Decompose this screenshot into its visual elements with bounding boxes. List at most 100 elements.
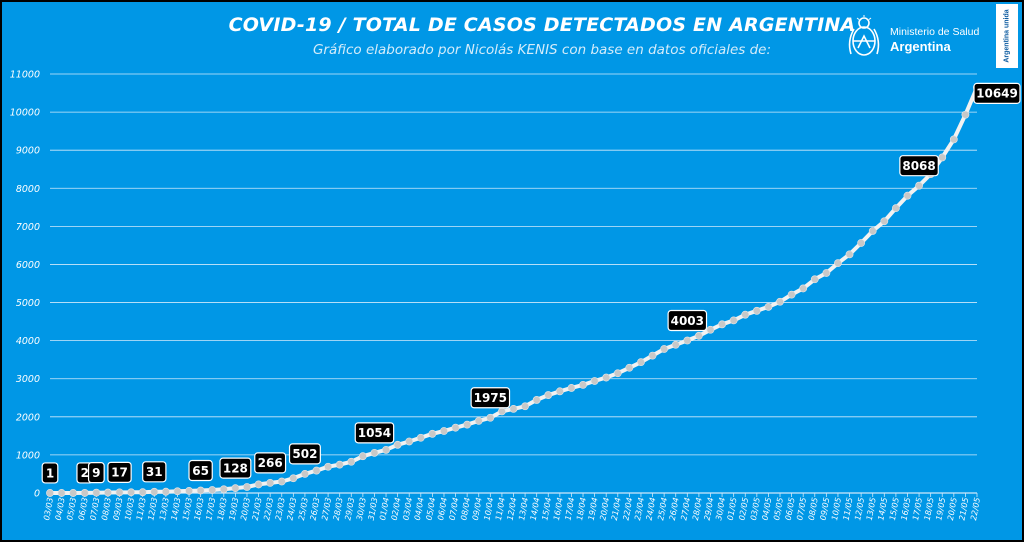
y-tick-label: 10000 (10, 108, 40, 119)
data-label-box (142, 461, 167, 483)
data-point (57, 489, 66, 497)
data-label-text: 65 (192, 464, 209, 478)
x-tick-label: 12/05 (853, 497, 866, 521)
x-tick-label: 24/04 (645, 497, 658, 521)
x-tick-label: 30/03 (355, 497, 368, 521)
data-label-box (107, 461, 132, 483)
data-label: 502 (288, 443, 321, 465)
data-point (590, 377, 599, 385)
data-points (46, 83, 981, 497)
data-point (370, 448, 379, 457)
data-point (486, 413, 495, 422)
data-label: 4003 (667, 309, 708, 332)
x-tick-label: 01/04 (378, 497, 391, 521)
data-label: 128 (219, 457, 252, 479)
x-tick-label: 17/04 (564, 497, 577, 521)
x-tick-label: 07/04 (448, 497, 461, 521)
x-tick-label: 13/03 (158, 497, 171, 521)
x-tick-label: 04/03 (54, 497, 67, 521)
x-tick-label: 21/03 (251, 497, 264, 521)
x-tick-label: 08/04 (459, 497, 472, 521)
data-point (243, 483, 251, 491)
data-point (822, 269, 831, 277)
data-point (219, 485, 228, 494)
x-tick-label: 02/04 (390, 497, 403, 521)
x-tick-label: 10/05 (830, 497, 843, 521)
x-tick-label: 15/05 (888, 497, 901, 521)
x-tick-label: 15/04 (540, 497, 553, 521)
data-labels: 1 2 9 17 31 65 128 266 502 1054 1975 4003 8068 10649 (41, 82, 1021, 484)
x-tick-label: 14/03 (170, 497, 183, 521)
data-label-text: 1975 (474, 391, 507, 405)
data-point (104, 488, 112, 497)
x-tick-label: 18/05 (923, 497, 936, 521)
data-point (961, 110, 970, 119)
chart-title: COVID-19 / TOTAL DE CASOS DETECTADOS EN … (228, 14, 856, 36)
y-axis-ticks: 0 1000 2000 3000 4000 5000 6000 7000 8000 9000 100… (10, 70, 40, 500)
data-point (312, 466, 321, 475)
data-label-box (87, 462, 105, 484)
x-tick-label: 23/04 (633, 497, 646, 521)
data-label: 1054 (354, 422, 395, 444)
data-label-text: 4003 (671, 314, 704, 328)
x-tick-label: 04/05 (761, 497, 774, 521)
x-tick-label: 06/05 (784, 497, 797, 521)
data-point (498, 407, 506, 416)
data-label-box (219, 457, 252, 479)
data-point (92, 488, 101, 497)
data-label: 17 (107, 461, 132, 483)
x-tick-label: 09/03 (112, 497, 125, 521)
data-point (949, 135, 958, 144)
data-label-text: 17 (111, 466, 128, 480)
x-tick-label: 20/04 (598, 497, 611, 521)
x-tick-label: 08/03 (100, 497, 113, 521)
gridlines (50, 73, 977, 494)
data-point (416, 433, 425, 442)
data-label: 1 (41, 462, 59, 484)
data-label-text: 8068 (902, 159, 935, 173)
data-point (845, 250, 854, 259)
x-tick-label: 11/04 (494, 497, 507, 521)
data-point (196, 486, 205, 495)
data-label-box (41, 462, 59, 484)
data-label-text: 10649 (976, 87, 1018, 101)
data-point (660, 345, 669, 353)
x-tick-label: 28/03 (332, 497, 345, 521)
data-label: 31 (142, 461, 167, 483)
x-tick-label: 25/03 (297, 497, 310, 521)
data-label-box (288, 443, 321, 465)
x-tick-label: 01/05 (726, 497, 739, 521)
x-tick-label: 26/03 (309, 497, 322, 521)
data-point (428, 429, 437, 438)
data-label-text: 1 (46, 466, 54, 480)
x-tick-label: 07/03 (88, 497, 101, 521)
data-point (277, 477, 286, 486)
data-point (474, 416, 483, 425)
y-tick-label: 6000 (16, 260, 40, 271)
data-point (335, 460, 344, 469)
data-label-box (470, 387, 511, 409)
x-tick-label: 18/04 (575, 497, 588, 521)
x-tick-label: 08/05 (807, 497, 820, 521)
data-label: 1975 (470, 387, 511, 409)
x-tick-label: 17/05 (911, 497, 924, 521)
data-point (706, 325, 715, 334)
data-label-text: 1054 (358, 426, 391, 440)
data-point (891, 204, 900, 213)
data-point (579, 380, 587, 389)
data-label-text: 502 (292, 447, 317, 461)
x-tick-label: 12/03 (146, 497, 159, 521)
x-tick-label: 18/03 (216, 497, 229, 521)
data-point (231, 484, 240, 493)
x-axis-ticks: 03/0304/0305/0306/0307/0308/0309/0310/03… (42, 493, 982, 521)
data-label-box (667, 309, 708, 332)
data-point (115, 488, 124, 497)
data-point (46, 489, 54, 497)
data-point (173, 487, 182, 496)
x-tick-label: 11/03 (135, 497, 148, 521)
x-tick-label: 17/03 (204, 497, 217, 521)
data-point (729, 316, 738, 325)
data-label: 9 (87, 462, 105, 484)
